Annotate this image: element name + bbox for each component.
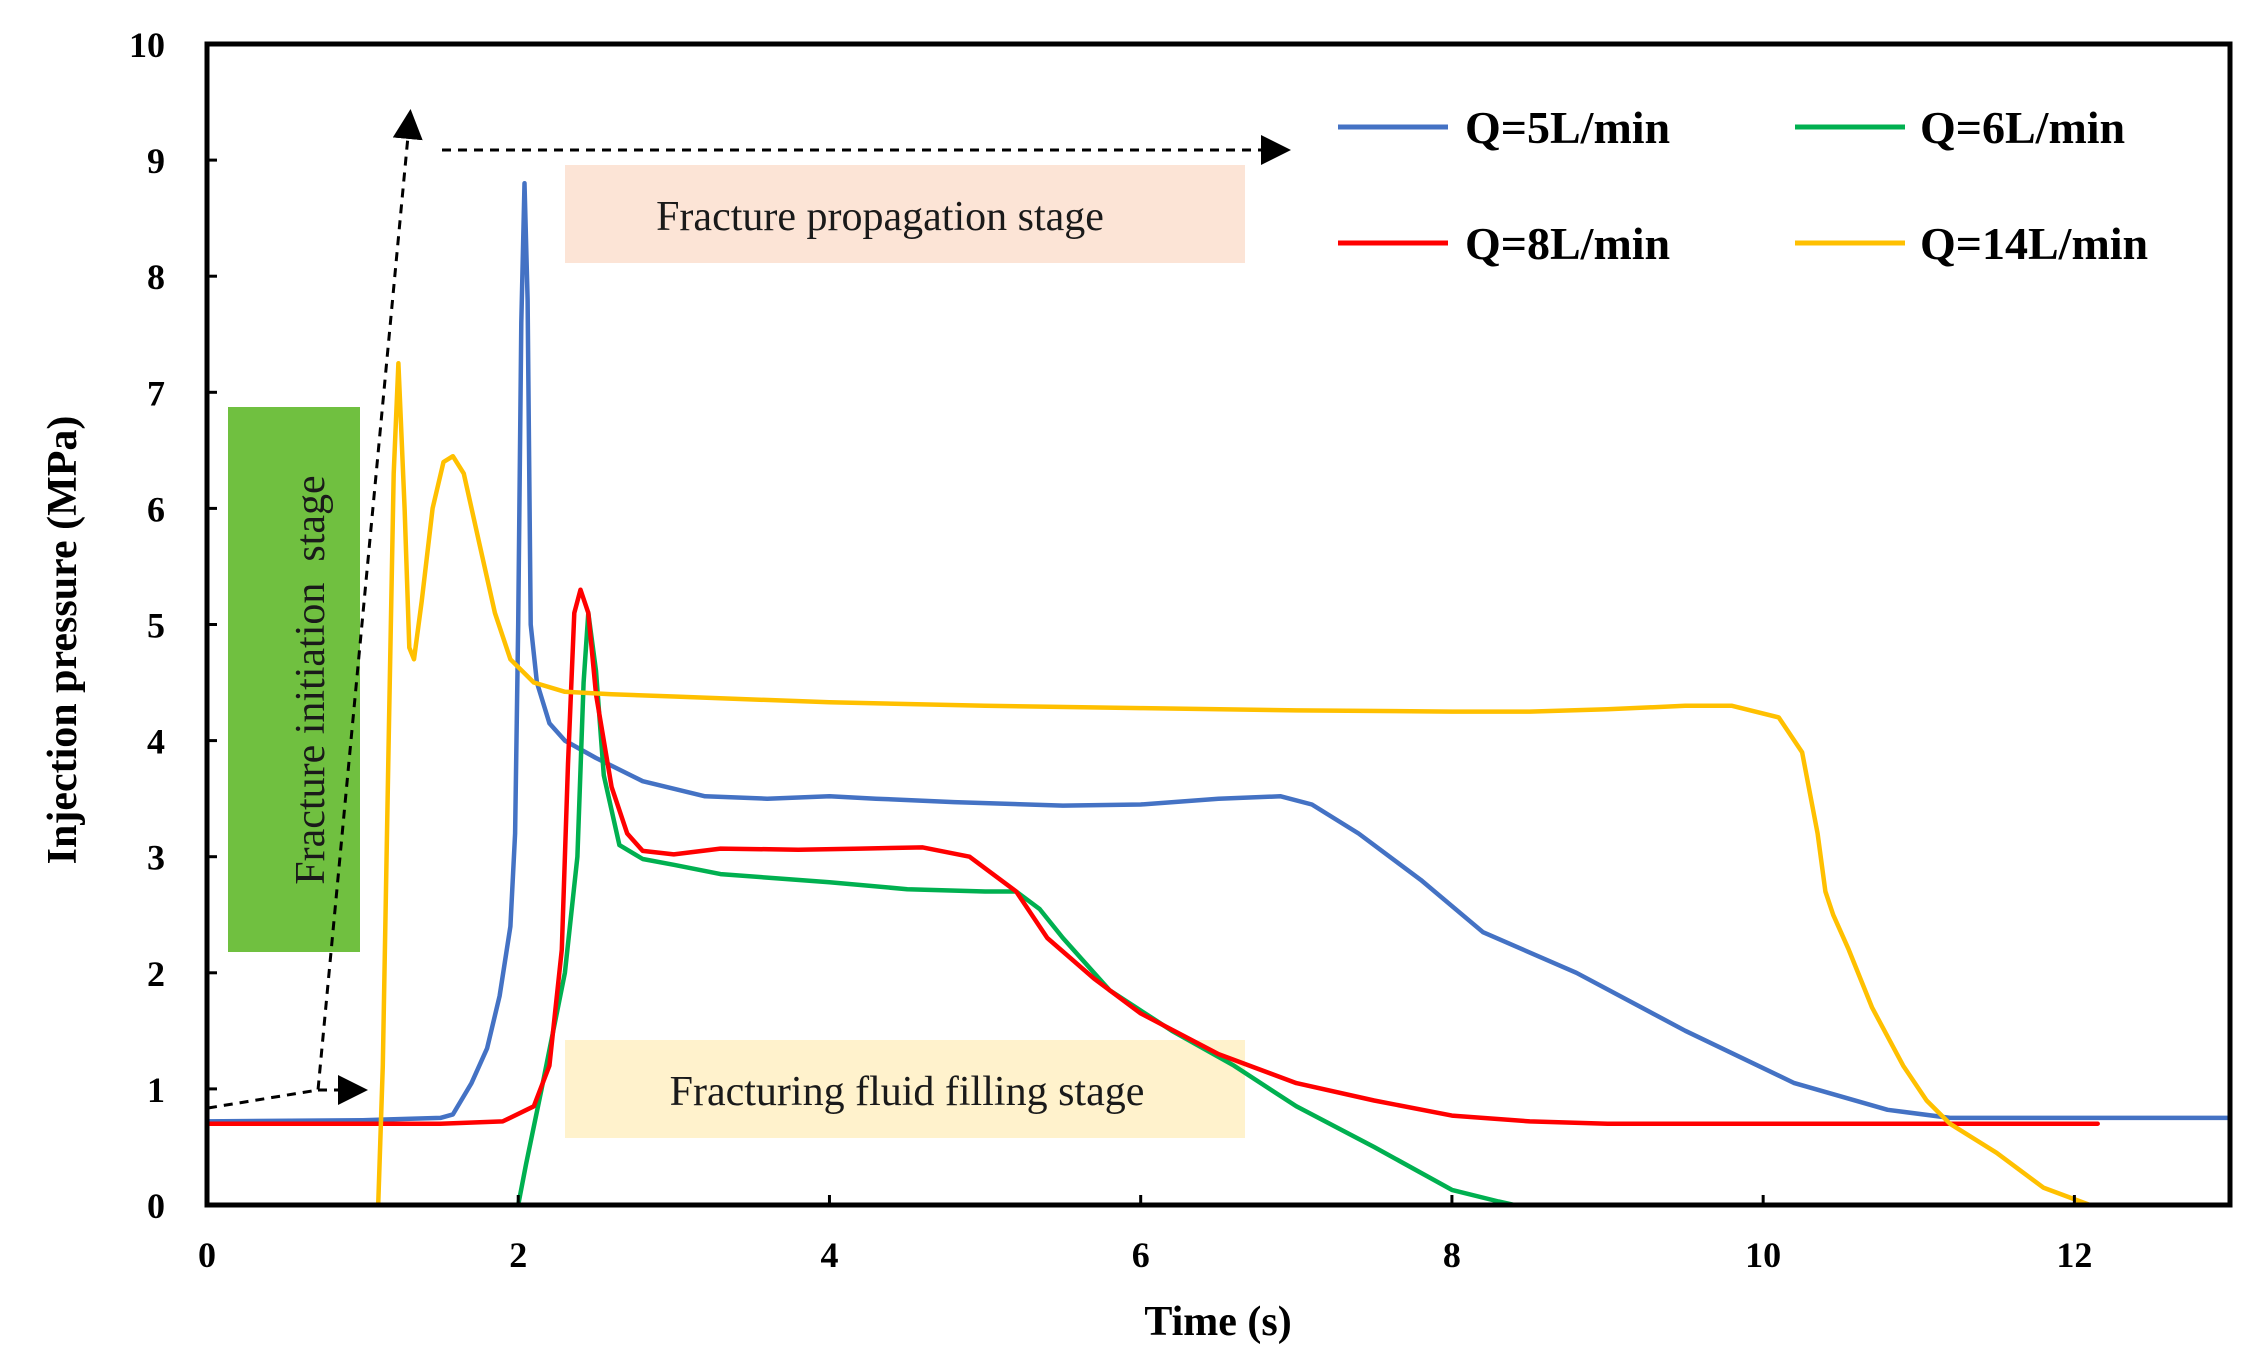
- annotation-text-2: Fracturing fluid filling stage: [670, 1069, 1145, 1115]
- legend-label-4: Q=14L/min: [1920, 218, 2148, 269]
- x-tick-label-2: 4: [820, 1235, 838, 1275]
- series-line-2: [515, 610, 1517, 1208]
- legend-label-3: Q=8L/min: [1465, 218, 1670, 269]
- annotation-box-3: [228, 407, 360, 952]
- annotation-box-2: [565, 1040, 1245, 1138]
- y-tick-label-0: 0: [147, 1186, 165, 1226]
- annotation-text-1: Fracture propagation stage: [656, 194, 1104, 240]
- y-tick-label-5: 5: [147, 606, 165, 646]
- x-tick-label-0: 0: [198, 1235, 216, 1275]
- x-tick-label-3: 6: [1132, 1235, 1150, 1275]
- y-tick-label-7: 7: [147, 373, 165, 413]
- series-line-3: [204, 587, 2100, 1126]
- x-tick-label-4: 8: [1443, 1235, 1461, 1275]
- y-tick-label-1: 1: [147, 1070, 165, 1110]
- y-tick-label-6: 6: [147, 489, 165, 529]
- arrow-initiation: [207, 109, 423, 1110]
- y-tick-label-3: 3: [147, 838, 165, 878]
- legend-label-2: Q=6L/min: [1920, 102, 2125, 153]
- annotation-box-1: [565, 165, 1245, 263]
- y-tick-label-4: 4: [147, 722, 165, 762]
- y-tick-label-10: 10: [129, 25, 165, 65]
- series-line-4: [375, 361, 2093, 1208]
- y-axis-title: Injection pressure (MPa): [40, 416, 86, 865]
- x-tick-label-6: 12: [2056, 1235, 2092, 1275]
- y-tick-label-9: 9: [147, 141, 165, 181]
- y-tick-label-2: 2: [147, 954, 165, 994]
- x-tick-label-5: 10: [1745, 1235, 1781, 1275]
- x-tick-label-1: 2: [509, 1235, 527, 1275]
- y-tick-label-8: 8: [147, 257, 165, 297]
- x-axis-title: Time (s): [1144, 1299, 1291, 1345]
- legend-label-1: Q=5L/min: [1465, 102, 1670, 153]
- annotation-text-3: Fracture initiation stage: [288, 475, 334, 884]
- series-line-1: [204, 181, 2233, 1124]
